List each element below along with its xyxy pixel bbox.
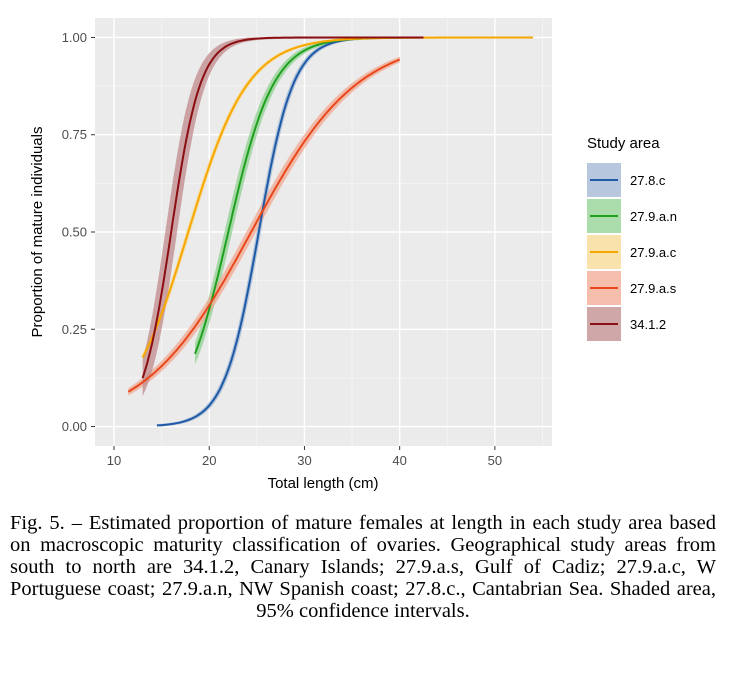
y-axis-ticks: 0.00 0.25 0.50 0.75 1.00: [62, 30, 95, 434]
legend-label: 27.9.a.s: [630, 281, 677, 296]
legend-label: 27.9.a.n: [630, 209, 677, 224]
x-tick-label: 50: [488, 453, 502, 468]
series-line-27-9-a-s: [127, 58, 401, 393]
maturity-chart: 10 20 30 40 50 0.00 0.25 0.50 0.75 1.00 Total le…: [29, 18, 677, 492]
x-axis-ticks: 10 20 30 40 50: [107, 446, 502, 468]
y-tick-label: 0.50: [62, 225, 87, 240]
legend-label: 27.8.c: [630, 173, 666, 188]
y-axis-title: Proportion of mature individuals: [29, 127, 46, 338]
confidence-bands: [128, 37, 533, 427]
legend-title: Study area: [587, 135, 660, 152]
x-tick-label: 20: [202, 453, 216, 468]
x-tick-label: 10: [107, 453, 121, 468]
x-axis-title: Total length (cm): [268, 475, 379, 492]
legend-label: 34.1.2: [630, 317, 666, 332]
y-tick-label: 0.75: [62, 127, 87, 142]
x-tick-label: 40: [392, 453, 406, 468]
series-lines: [127, 36, 533, 427]
series-line-27-9-a-c: [141, 36, 533, 359]
confidence-band-27-9-a-n: [195, 37, 381, 365]
y-tick-label: 0.00: [62, 419, 87, 434]
y-tick-label: 1.00: [62, 30, 87, 45]
figure-caption: Fig. 5. – Estimated proportion of mature…: [10, 512, 716, 622]
legend-label: 27.9.a.c: [630, 245, 677, 260]
series-line-34-1-2: [141, 36, 424, 379]
y-tick-label: 0.25: [62, 322, 87, 337]
x-tick-label: 30: [297, 453, 311, 468]
legend: 27.8.c 27.9.a.n 27.9.a.c 27.9.a.s 34.1.2: [587, 163, 677, 341]
